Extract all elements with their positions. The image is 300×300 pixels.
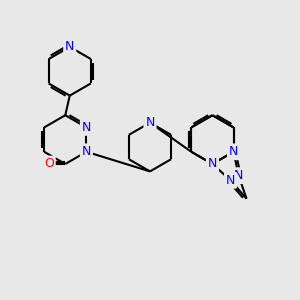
Text: N: N [208, 158, 217, 170]
Text: N: N [82, 145, 91, 158]
Text: N: N [82, 121, 91, 134]
Text: N: N [226, 174, 235, 187]
Text: N: N [65, 40, 74, 53]
Text: O: O [44, 158, 54, 170]
Text: N: N [145, 116, 155, 129]
Text: N: N [229, 145, 238, 158]
Text: N: N [234, 169, 243, 182]
